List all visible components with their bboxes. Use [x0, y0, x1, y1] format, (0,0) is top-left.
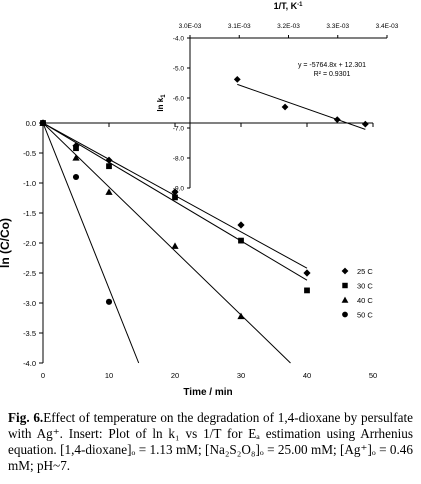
inset-x-tick-label: 3.0E-03: [179, 23, 202, 30]
inset-y-tick-label: -7.0: [173, 126, 185, 133]
point-30-c: [304, 287, 310, 294]
inset-y-tick-label: -5.0: [173, 66, 185, 73]
main-ylabel: ln (C/Co): [0, 218, 12, 268]
legend-label: 40 C: [357, 296, 373, 305]
inset-y-tick-label: -4.0: [173, 36, 185, 43]
main-y-tick-label: -1.5: [23, 209, 36, 218]
inset-ylabel: ln k1: [156, 94, 167, 112]
main-y-tick-label: -2.5: [23, 269, 36, 278]
legend-marker-25-c: [341, 267, 349, 275]
fit-line-40-c: [42, 122, 291, 364]
legend: 25 C 30 C 40 C 50 C: [341, 267, 373, 320]
inset-x-tick-label: 3.1E-03: [228, 23, 251, 30]
point-50-c: [39, 119, 47, 127]
main-x-tick-label: 30: [237, 371, 245, 380]
legend-label: 50 C: [357, 311, 373, 320]
point-30-c: [238, 237, 244, 244]
figure: 0 10 20 30 40 50 0.0 -0.5 -1.0 -1.5 -2.0 -2.5 -3.0 -3…: [0, 1, 399, 398]
main-y-tick-label: -4.0: [23, 359, 36, 368]
main-y-tick-label: -1.0: [23, 179, 36, 188]
main-chart: 0 10 20 30 40 50 0.0 -0.5 -1.0 -1.5 -2.0 -2.5 -3.0 -3…: [0, 119, 377, 398]
main-x-tick-label: 20: [171, 371, 179, 380]
main-x-tick-label: 0: [41, 371, 45, 380]
inset-xlabel: 1/T, K-1: [274, 1, 304, 11]
fit-line-30-c: [42, 122, 308, 281]
point-50-c: [72, 173, 80, 181]
main-x-tick-label: 40: [303, 371, 311, 380]
point-30-c: [106, 163, 112, 170]
fit-r2: R² = 0.9301: [314, 71, 351, 78]
point-25-c: [171, 188, 179, 196]
fit-equation: y = -5764.8x + 12.301: [298, 62, 366, 69]
main-y-tick-label: -2.0: [23, 239, 36, 248]
caption-text: Effect of temperature on the degradation…: [8, 410, 413, 473]
inset-point: [333, 116, 341, 123]
main-y-tick-label: -3.0: [23, 299, 36, 308]
point-30-c: [73, 145, 79, 152]
inset-point: [233, 76, 241, 83]
legend-label: 30 C: [357, 282, 373, 291]
inset-point: [361, 120, 369, 128]
point-25-c: [303, 269, 311, 277]
legend-marker-50-c: [342, 311, 348, 318]
main-y-tick-label: -3.5: [23, 329, 36, 338]
inset-fit-line: [237, 83, 366, 130]
point-40-c: [72, 154, 80, 161]
inset-y-tick-label: -6.0: [173, 96, 185, 103]
legend-label: 25 C: [357, 267, 373, 276]
point-30-c: [172, 194, 178, 201]
inset-y-tick-label: -9.0: [173, 186, 185, 193]
inset-x-tick-label: 3.2E-03: [277, 23, 300, 30]
inset-y-tick-label: -8.0: [173, 156, 185, 163]
inset-x-tick-label: 3.3E-03: [326, 23, 349, 30]
point-40-c: [171, 242, 179, 249]
inset-point: [281, 103, 289, 111]
legend-marker-40-c: [341, 296, 349, 303]
main-x-tick-label: 50: [369, 371, 377, 380]
caption-label: Fig. 6.: [8, 410, 44, 425]
figure-caption: Fig. 6.Effect of temperature on the degr…: [8, 410, 413, 474]
inset-x-tick-label: 3.4E-03: [376, 23, 399, 30]
inset-chart: 1/T, K-1 3.0E-03 3.1E-03 3.2E-03 3.3E-03 3.4…: [156, 1, 399, 193]
point-25-c: [237, 221, 245, 229]
point-40-c: [237, 312, 245, 320]
fit-line-50-c: [42, 122, 140, 364]
point-25-c: [105, 156, 113, 164]
main-y-tick-label: 0.0: [26, 119, 36, 128]
main-y-tick-label: -0.5: [23, 149, 36, 158]
legend-marker-30-c: [342, 282, 348, 289]
main-x-tick-label: 10: [105, 371, 113, 380]
point-40-c: [105, 188, 113, 195]
main-xlabel: Time / min: [183, 387, 232, 398]
point-50-c: [105, 298, 113, 305]
